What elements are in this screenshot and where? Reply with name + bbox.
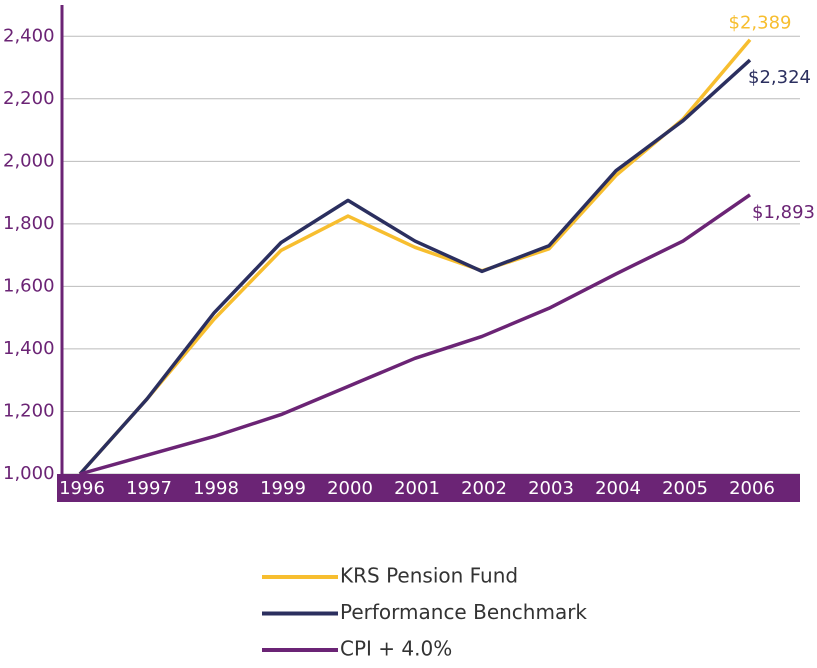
series-line: [78, 38, 752, 476]
x-tick-label: 2003: [528, 478, 574, 499]
series-line: [79, 193, 751, 476]
y-tick-label: 2,400: [3, 25, 55, 46]
legend-label: KRS Pension Fund: [340, 564, 518, 588]
x-tick-label: 1997: [126, 478, 172, 499]
y-tick-label: 1,400: [3, 338, 55, 359]
y-tick-label: 2,200: [3, 88, 55, 109]
y-tick-label: 1,800: [3, 213, 55, 234]
x-tick-label: 2000: [327, 478, 373, 499]
legend-label: Performance Benchmark: [340, 600, 587, 624]
y-tick-label: 1,600: [3, 275, 55, 296]
x-tick-label: 2004: [595, 478, 641, 499]
x-tick-label: 1998: [193, 478, 239, 499]
value-label: $2,324: [748, 67, 811, 88]
y-tick-label: 1,000: [3, 463, 55, 484]
y-tick-label: 1,200: [3, 400, 55, 421]
x-tick-label: 2006: [729, 478, 775, 499]
legend-label: CPI + 4.0%: [340, 637, 452, 661]
x-tick-label: 2002: [461, 478, 507, 499]
y-tick-label: 2,000: [3, 150, 55, 171]
value-label: $2,389: [729, 13, 792, 34]
series-line: [78, 58, 752, 476]
x-tick-label: 1996: [59, 478, 105, 499]
x-tick-label: 2005: [662, 478, 708, 499]
value-label: $1,893: [752, 202, 815, 223]
x-tick-label: 2001: [394, 478, 440, 499]
x-tick-label: 1999: [260, 478, 306, 499]
x-axis-band: [57, 474, 800, 502]
